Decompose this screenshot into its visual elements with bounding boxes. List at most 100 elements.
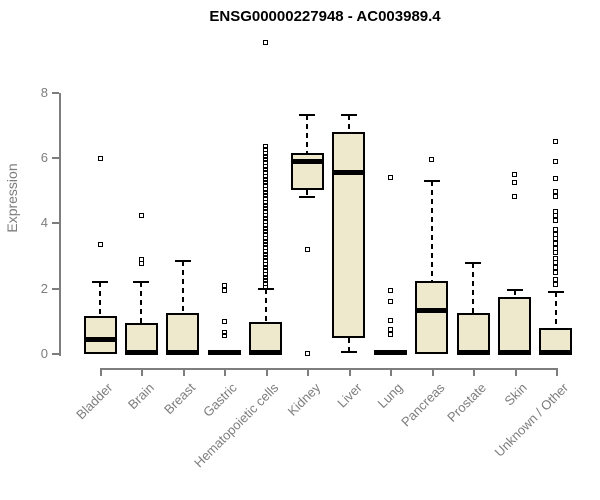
- outlier-point: [553, 194, 559, 200]
- outlier-point: [429, 156, 435, 162]
- y-axis-line: [59, 93, 61, 356]
- upper-whisker-line: [430, 180, 433, 281]
- outlier-point: [263, 251, 269, 257]
- outlier-point: [263, 264, 269, 270]
- y-tick-label: 4: [40, 215, 48, 231]
- outlier-point: [553, 227, 559, 233]
- x-axis-tick: [224, 368, 227, 376]
- outlier-point: [263, 216, 269, 221]
- lower-whisker-line: [347, 337, 350, 352]
- median-line: [539, 350, 573, 356]
- outlier-point: [263, 242, 269, 248]
- outlier-point: [263, 284, 269, 290]
- outlier-point: [553, 264, 559, 270]
- outlier-point: [387, 288, 393, 294]
- x-axis-tick: [307, 368, 310, 376]
- outlier-point: [263, 245, 269, 251]
- y-tick-label: 8: [40, 84, 48, 100]
- x-axis-tick: [514, 368, 517, 376]
- x-tick-label: Bladder: [73, 380, 116, 423]
- outlier-point: [387, 331, 393, 337]
- outlier-point: [263, 173, 269, 179]
- median-line: [290, 158, 324, 164]
- upper-whisker-cap: [465, 261, 482, 264]
- x-tick-label: Prostate: [443, 380, 489, 425]
- upper-whisker-cap: [299, 114, 316, 116]
- x-axis-tick: [555, 368, 558, 376]
- outlier-point: [263, 189, 269, 195]
- y-axis-tick: [52, 287, 59, 290]
- box-unknown-other: [539, 327, 573, 354]
- outlier-point: [221, 329, 227, 335]
- x-axis-tick: [141, 368, 144, 376]
- outlier-point: [553, 159, 559, 165]
- outlier-point: [221, 332, 227, 338]
- y-tick-label: 6: [40, 150, 48, 166]
- x-axis-tick: [431, 368, 434, 376]
- outlier-point: [263, 212, 269, 218]
- outlier-point: [263, 258, 269, 264]
- outlier-point: [387, 317, 393, 323]
- outlier-point: [221, 282, 227, 288]
- outlier-point: [263, 202, 269, 208]
- outlier-point: [263, 143, 269, 149]
- outlier-point: [387, 298, 393, 304]
- box-prostate: [456, 312, 490, 354]
- x-axis-tick: [348, 368, 351, 376]
- outlier-point: [263, 186, 269, 192]
- outlier-point: [553, 281, 559, 287]
- outlier-point: [221, 318, 227, 324]
- outlier-point: [263, 160, 269, 166]
- outlier-point: [263, 281, 269, 287]
- outlier-point: [553, 189, 559, 195]
- x-tick-label: Brain: [125, 380, 158, 413]
- median-line: [83, 336, 117, 342]
- median-line: [166, 349, 200, 355]
- x-tick-label: Skin: [501, 380, 531, 409]
- y-axis-tick: [52, 157, 59, 160]
- x-axis-tick: [390, 368, 393, 376]
- outlier-point: [263, 39, 269, 45]
- outlier-point: [138, 260, 144, 266]
- y-axis-title: Expression: [4, 163, 20, 233]
- outlier-point: [553, 139, 559, 145]
- upper-whisker-cap: [547, 290, 564, 293]
- outlier-point: [263, 206, 269, 212]
- upper-whisker-line: [554, 291, 557, 328]
- x-tick-label: Kidney: [284, 380, 323, 419]
- outlier-point: [263, 170, 269, 176]
- median-line: [332, 169, 366, 175]
- outlier-point: [553, 250, 559, 256]
- outlier-point: [263, 274, 269, 280]
- median-line: [498, 350, 532, 356]
- outlier-point: [553, 277, 559, 283]
- upper-whisker-cap: [174, 259, 191, 262]
- upper-whisker-cap: [92, 281, 108, 284]
- outlier-point: [97, 155, 103, 161]
- outlier-point: [263, 167, 269, 173]
- x-tick-label: Gastric: [200, 380, 240, 420]
- outlier-point: [263, 199, 269, 205]
- outlier-point: [263, 238, 269, 244]
- median-line: [124, 349, 158, 355]
- outlier-point: [512, 180, 518, 186]
- outlier-point: [263, 278, 269, 284]
- box-pancreas: [415, 280, 449, 354]
- outlier-point: [263, 268, 269, 274]
- upper-whisker-line: [347, 115, 350, 132]
- outlier-point: [263, 222, 269, 228]
- x-tick-label: Breast: [161, 380, 199, 418]
- outlier-point: [263, 235, 269, 241]
- lower-whisker-cap: [340, 350, 357, 353]
- outlier-point: [263, 225, 269, 231]
- lower-whisker-cap: [299, 195, 316, 198]
- outlier-point: [553, 218, 559, 224]
- outlier-point: [97, 242, 103, 248]
- y-tick-label: 2: [40, 280, 48, 296]
- y-axis-tick: [52, 222, 59, 225]
- outlier-point: [263, 150, 269, 156]
- outlier-point: [263, 232, 269, 238]
- outlier-point: [387, 174, 393, 180]
- x-axis-tick: [182, 368, 185, 376]
